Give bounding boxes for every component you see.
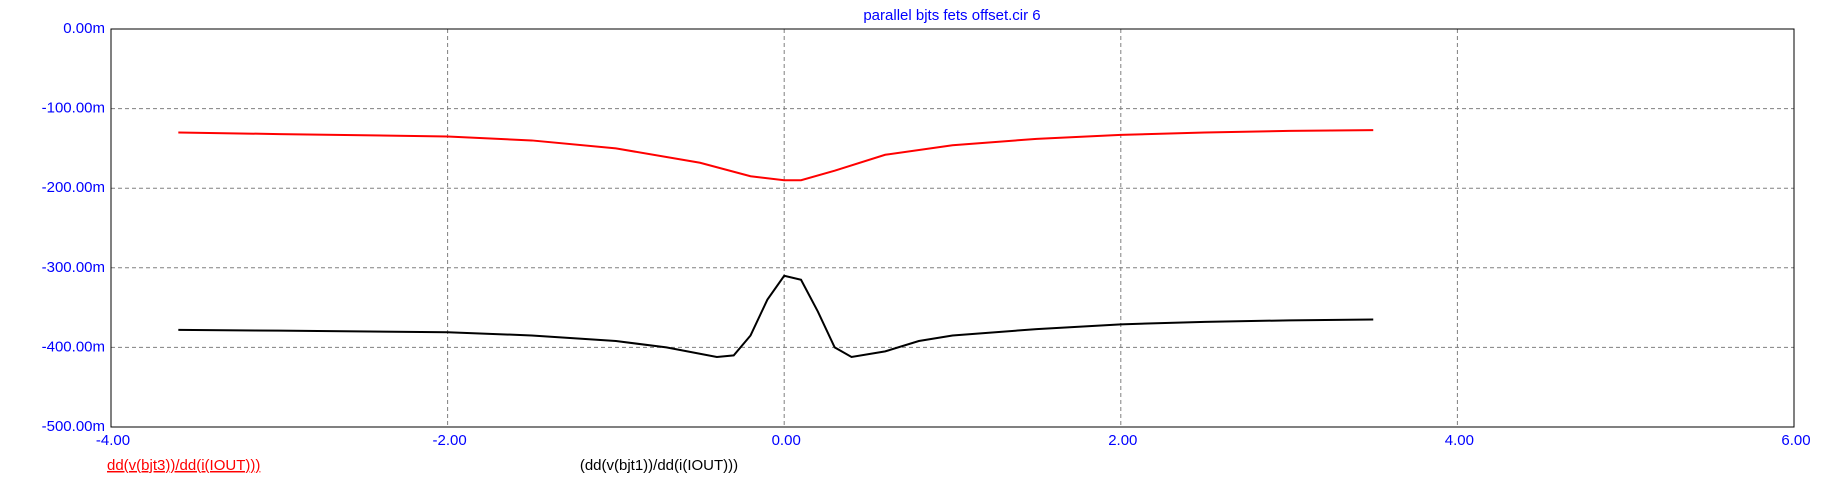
x-tick-label: -2.00 [432, 432, 466, 449]
x-tick-label: 0.00 [772, 432, 801, 449]
series-line [178, 129, 1374, 182]
y-tick-label: -400.00m [42, 338, 105, 355]
x-tick-label: -4.00 [96, 432, 130, 449]
series-line [178, 274, 1374, 358]
legend-entry: dd(v(bjt3))/dd(i(IOUT))) [107, 457, 260, 474]
plot-frame [110, 28, 1795, 428]
chart-title: parallel bjts fets offset.cir 6 [863, 7, 1040, 24]
y-tick-label: -100.00m [42, 100, 105, 117]
y-tick-label: -200.00m [42, 179, 105, 196]
y-tick-label: 0.00m [63, 20, 105, 37]
x-tick-label: 4.00 [1445, 432, 1474, 449]
x-tick-label: 2.00 [1108, 432, 1137, 449]
legend-entry: (dd(v(bjt1))/dd(i(IOUT))) [580, 457, 738, 474]
x-tick-label: 6.00 [1781, 432, 1810, 449]
y-tick-label: -300.00m [42, 259, 105, 276]
y-tick-label: -500.00m [42, 418, 105, 435]
